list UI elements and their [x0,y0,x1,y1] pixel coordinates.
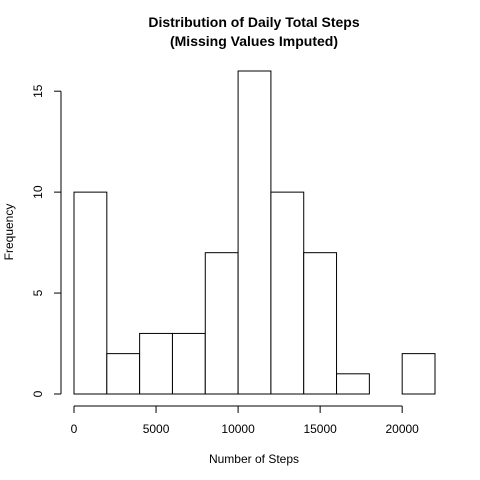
histogram-bar [204,252,239,395]
bars-group [73,70,436,395]
histogram-bar [401,353,436,395]
x-tick-label: 5000 [143,422,170,436]
y-axis-ticks: 0 5 10 15 [31,84,61,397]
chart-title: Distribution of Daily Total Steps [148,14,360,30]
y-tick-label: 15 [31,84,45,98]
histogram-bar [73,191,108,395]
x-tick-label: 15000 [303,422,337,436]
histogram-bar [336,373,370,395]
y-tick-label: 0 [31,390,45,397]
y-tick-label: 10 [31,185,45,199]
x-tick-label: 20000 [385,422,419,436]
histogram-bar [171,332,206,395]
histogram-bar [303,252,338,395]
y-tick-label: 5 [31,289,45,296]
x-axis-label: Number of Steps [209,452,299,466]
x-tick-label: 10000 [221,422,255,436]
histogram-bar [270,191,305,395]
x-axis-ticks: 0 5000 10000 15000 20000 [71,406,419,436]
histogram-bar [139,332,173,395]
histogram-bar [106,353,141,395]
y-axis-label: Frequency [2,204,16,261]
chart-subtitle: (Missing Values Imputed) [170,33,338,49]
histogram-bar [237,70,272,395]
x-tick-label: 0 [71,422,78,436]
